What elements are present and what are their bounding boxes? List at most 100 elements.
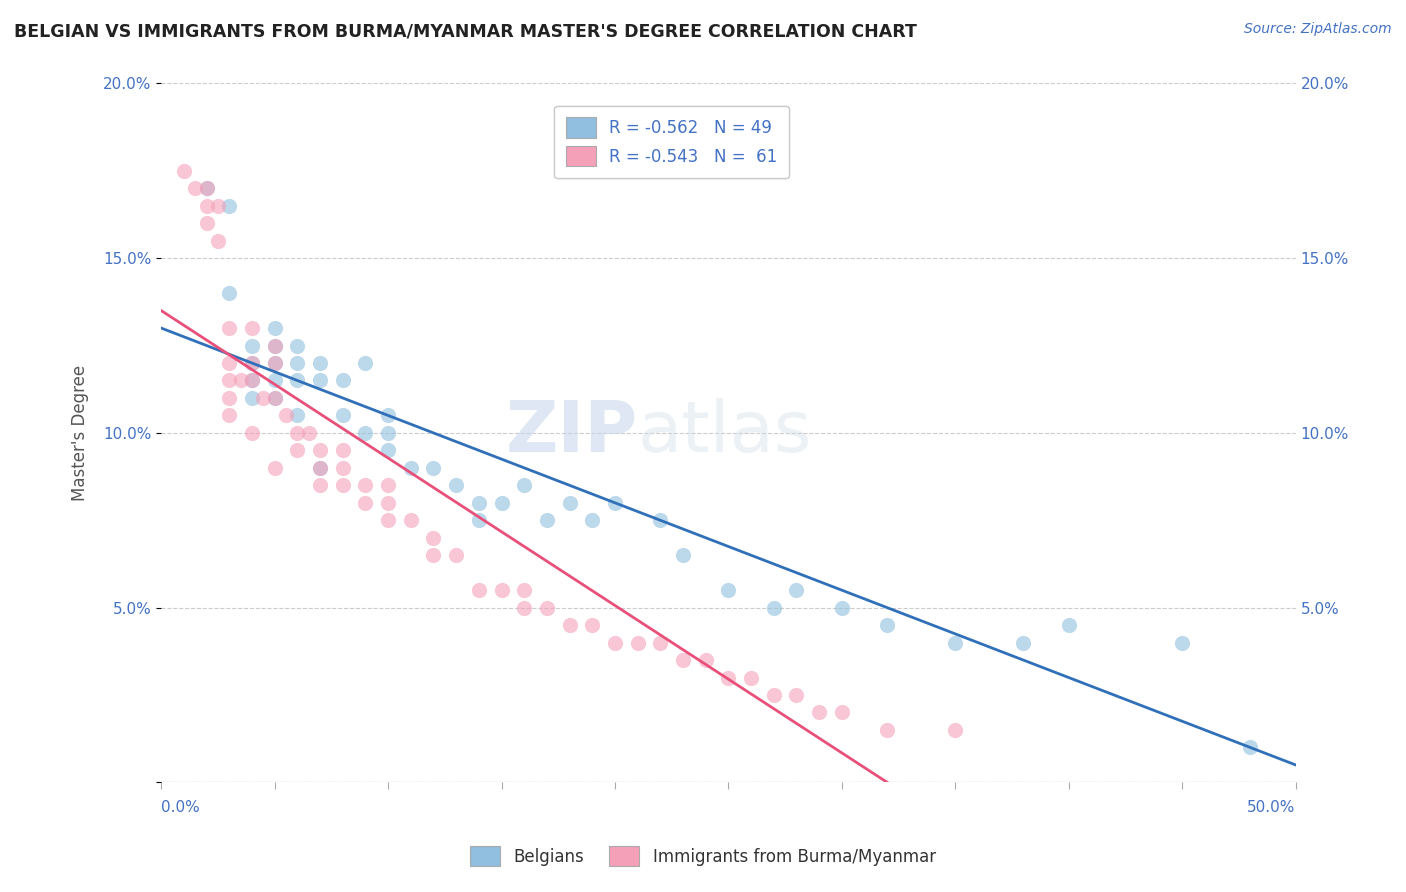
Point: [444, 548, 467, 562]
Point: [309, 374, 332, 388]
Point: [195, 199, 218, 213]
Point: [785, 688, 807, 702]
Point: [218, 374, 240, 388]
Point: [218, 356, 240, 370]
Text: Source: ZipAtlas.com: Source: ZipAtlas.com: [1244, 22, 1392, 37]
Point: [1057, 618, 1080, 632]
Text: 50.0%: 50.0%: [1247, 800, 1295, 815]
Point: [468, 496, 491, 510]
Point: [218, 391, 240, 405]
Point: [650, 635, 672, 649]
Point: [332, 461, 354, 475]
Point: [513, 600, 536, 615]
Point: [309, 461, 332, 475]
Point: [263, 321, 285, 335]
Point: [558, 618, 581, 632]
Point: [672, 548, 695, 562]
Point: [285, 356, 308, 370]
Text: ZIP: ZIP: [505, 399, 638, 467]
Point: [943, 635, 966, 649]
Point: [263, 391, 285, 405]
Point: [240, 425, 263, 440]
Point: [808, 706, 831, 720]
Point: [876, 618, 898, 632]
Point: [377, 443, 399, 458]
Point: [218, 409, 240, 423]
Legend: Belgians, Immigrants from Burma/Myanmar: Belgians, Immigrants from Burma/Myanmar: [463, 838, 943, 875]
Point: [762, 600, 785, 615]
Text: 0.0%: 0.0%: [162, 800, 200, 815]
Point: [717, 671, 740, 685]
Point: [627, 635, 650, 649]
Point: [263, 356, 285, 370]
Point: [672, 653, 695, 667]
Point: [218, 321, 240, 335]
Point: [491, 583, 513, 598]
Point: [740, 671, 762, 685]
Point: [876, 723, 898, 737]
Point: [274, 409, 297, 423]
Point: [354, 356, 377, 370]
Point: [309, 461, 332, 475]
Point: [831, 600, 853, 615]
Point: [1239, 740, 1261, 755]
Point: [332, 374, 354, 388]
Point: [943, 723, 966, 737]
Point: [195, 216, 218, 230]
Point: [240, 321, 263, 335]
Point: [1012, 635, 1035, 649]
Point: [285, 409, 308, 423]
Point: [354, 478, 377, 492]
Point: [1171, 635, 1194, 649]
Point: [513, 478, 536, 492]
Point: [309, 356, 332, 370]
Point: [603, 635, 626, 649]
Point: [377, 409, 399, 423]
Point: [263, 391, 285, 405]
Point: [263, 356, 285, 370]
Point: [207, 234, 229, 248]
Point: [558, 496, 581, 510]
Point: [252, 391, 274, 405]
Point: [581, 513, 603, 527]
Point: [218, 199, 240, 213]
Point: [263, 374, 285, 388]
Point: [785, 583, 807, 598]
Point: [354, 425, 377, 440]
Point: [399, 513, 422, 527]
Point: [377, 513, 399, 527]
Point: [444, 478, 467, 492]
Point: [332, 443, 354, 458]
Point: [229, 374, 252, 388]
Point: [240, 338, 263, 352]
Point: [354, 496, 377, 510]
Point: [695, 653, 717, 667]
Point: [513, 583, 536, 598]
Point: [263, 461, 285, 475]
Point: [195, 181, 218, 195]
Point: [422, 531, 444, 545]
Point: [377, 425, 399, 440]
Point: [422, 548, 444, 562]
Point: [309, 478, 332, 492]
Point: [377, 478, 399, 492]
Point: [536, 513, 558, 527]
Point: [762, 688, 785, 702]
Point: [218, 286, 240, 301]
Point: [240, 356, 263, 370]
Y-axis label: Master's Degree: Master's Degree: [72, 365, 89, 501]
Point: [285, 338, 308, 352]
Point: [536, 600, 558, 615]
Point: [491, 496, 513, 510]
Point: [603, 496, 626, 510]
Point: [468, 583, 491, 598]
Point: [240, 391, 263, 405]
Point: [650, 513, 672, 527]
Text: BELGIAN VS IMMIGRANTS FROM BURMA/MYANMAR MASTER'S DEGREE CORRELATION CHART: BELGIAN VS IMMIGRANTS FROM BURMA/MYANMAR…: [14, 22, 917, 40]
Point: [285, 425, 308, 440]
Point: [184, 181, 207, 195]
Point: [332, 409, 354, 423]
Point: [422, 461, 444, 475]
Point: [717, 583, 740, 598]
Point: [285, 374, 308, 388]
